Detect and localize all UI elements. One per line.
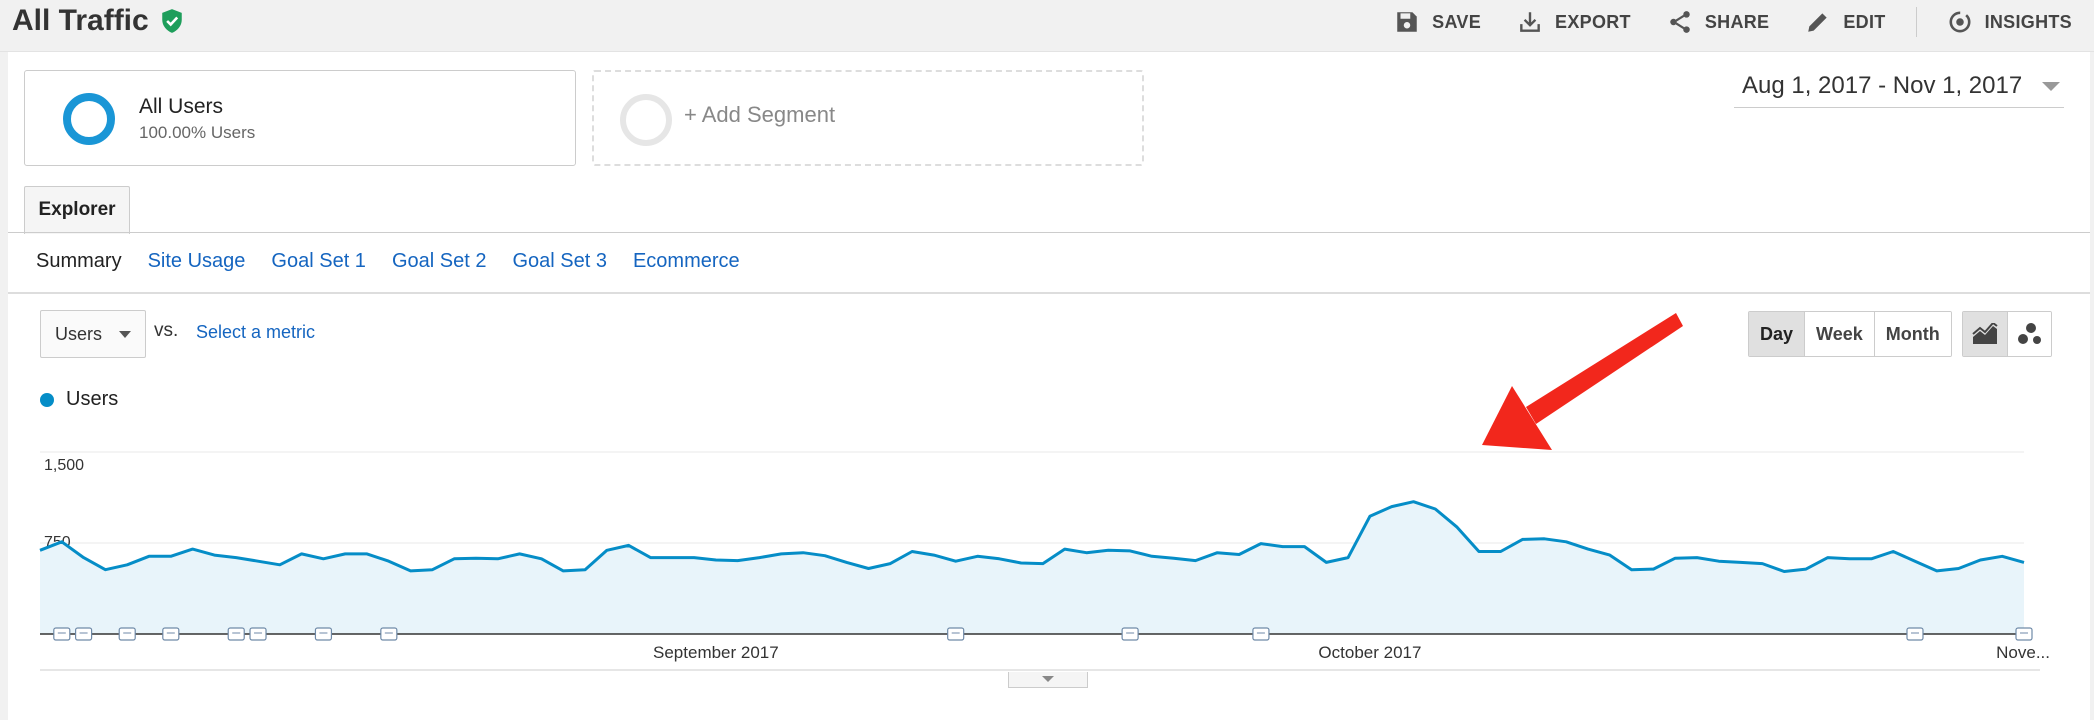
add-segment-label: + Add Segment: [684, 102, 836, 127]
pencil-icon: [1808, 13, 1828, 32]
annotation-marker-icon: [947, 627, 965, 641]
legend-series-label: Users: [66, 388, 119, 410]
annotation-marker-icon: [380, 627, 398, 641]
segment-name: All Users: [139, 95, 224, 118]
series-area-fill: [40, 501, 2024, 634]
chart-legend: Users: [40, 388, 118, 411]
report-panel: All Users 100.00% Users + Add Segment Au…: [8, 52, 2090, 720]
tab-divider: [8, 232, 2090, 233]
metric-dropdown[interactable]: Users: [40, 310, 146, 358]
period-week-button[interactable]: Week: [1804, 312, 1874, 356]
x-tick-label: October 2017: [1318, 643, 1421, 662]
floppy-disk-icon: [1397, 12, 1417, 32]
period-toggle: Day Week Month: [1748, 311, 1952, 357]
annotation-marker-icon: [75, 627, 93, 641]
report-header: All Traffic SAVE EXPORT SHARE EDIT INSIG…: [0, 0, 2094, 52]
subnav-divider: [8, 292, 2090, 294]
date-range-picker[interactable]: Aug 1, 2017 - Nov 1, 2017: [1734, 72, 2064, 108]
x-tick-label: Nove...: [1996, 643, 2050, 662]
download-icon: [1520, 12, 1540, 32]
annotation-marker-icon: [314, 627, 333, 641]
edit-button[interactable]: EDIT: [1805, 9, 1885, 35]
caret-down-icon: [2042, 82, 2060, 91]
share-button[interactable]: SHARE: [1667, 9, 1770, 35]
chart-type-toggle: [1962, 311, 2052, 357]
annotation-marker-icon: [1252, 627, 1270, 641]
metric-dropdown-value: Users: [55, 324, 103, 344]
annotation-marker-icon: [162, 627, 180, 641]
x-tick-label: September 2017: [653, 643, 779, 662]
motion-chart-button[interactable]: [2007, 312, 2051, 356]
report-toolbar: SAVE EXPORT SHARE EDIT INSIGHTS: [1358, 0, 2072, 44]
caret-down-icon: [119, 331, 131, 338]
annotation-marker-icon: [1121, 627, 1139, 641]
insights-label: INSIGHTS: [1984, 11, 2072, 32]
vs-label: vs.: [154, 320, 179, 341]
series-line-users: [39, 500, 2025, 573]
share-label: SHARE: [1704, 11, 1770, 32]
verified-shield-icon: [161, 9, 182, 33]
segment-donut-icon: [63, 93, 115, 145]
segment-all-users[interactable]: All Users 100.00% Users: [24, 70, 576, 166]
save-label: SAVE: [1432, 11, 1482, 32]
bubble-chart-icon: [2017, 323, 2041, 344]
subnav-summary[interactable]: Summary: [36, 250, 122, 272]
page-title-text: All Traffic: [12, 4, 149, 37]
annotation-marker-icon: [118, 627, 136, 641]
subnav-ecommerce[interactable]: Ecommerce: [632, 250, 740, 272]
insights-button[interactable]: INSIGHTS: [1947, 9, 2072, 35]
line-chart-button[interactable]: [1963, 312, 2007, 356]
empty-segment-donut-icon: [620, 94, 672, 146]
explorer-subnav: Summary Site Usage Goal Set 1 Goal Set 2…: [36, 250, 740, 273]
subnav-goal-set-1[interactable]: Goal Set 1: [271, 250, 366, 272]
annotation-marker-icon: [249, 627, 267, 641]
annotation-marker-icon: [1906, 627, 1924, 641]
annotation-marker-icon: [2015, 627, 2033, 641]
insights-icon: [1949, 11, 1971, 33]
subnav-site-usage[interactable]: Site Usage: [147, 250, 246, 272]
period-month-button[interactable]: Month: [1873, 312, 1951, 356]
add-segment-button[interactable]: + Add Segment: [592, 70, 1144, 166]
save-button[interactable]: SAVE: [1394, 9, 1481, 35]
line-chart-icon: [1972, 323, 1998, 344]
share-icon: [1670, 11, 1690, 33]
y-tick-label: 1,500: [44, 457, 84, 474]
subnav-goal-set-2[interactable]: Goal Set 2: [391, 250, 487, 272]
export-label: EXPORT: [1555, 11, 1631, 32]
annotation-marker-icon: [227, 627, 245, 641]
legend-series-swatch: [40, 392, 54, 407]
page-title: All Traffic: [12, 4, 185, 38]
segment-percentage: 100.00% Users: [139, 123, 256, 142]
edit-label: EDIT: [1843, 11, 1886, 32]
chart-expand-handle[interactable]: [1008, 672, 1088, 688]
subnav-goal-set-3[interactable]: Goal Set 3: [512, 250, 607, 272]
period-day-button[interactable]: Day: [1749, 312, 1805, 356]
toolbar-divider: [1915, 7, 1917, 37]
annotation-marker-icon: [53, 627, 71, 641]
date-range-text: Aug 1, 2017 - Nov 1, 2017: [1742, 72, 2023, 99]
export-button[interactable]: EXPORT: [1517, 9, 1631, 35]
tab-explorer[interactable]: Explorer: [24, 186, 130, 234]
select-metric-link[interactable]: Select a metric: [196, 322, 316, 342]
